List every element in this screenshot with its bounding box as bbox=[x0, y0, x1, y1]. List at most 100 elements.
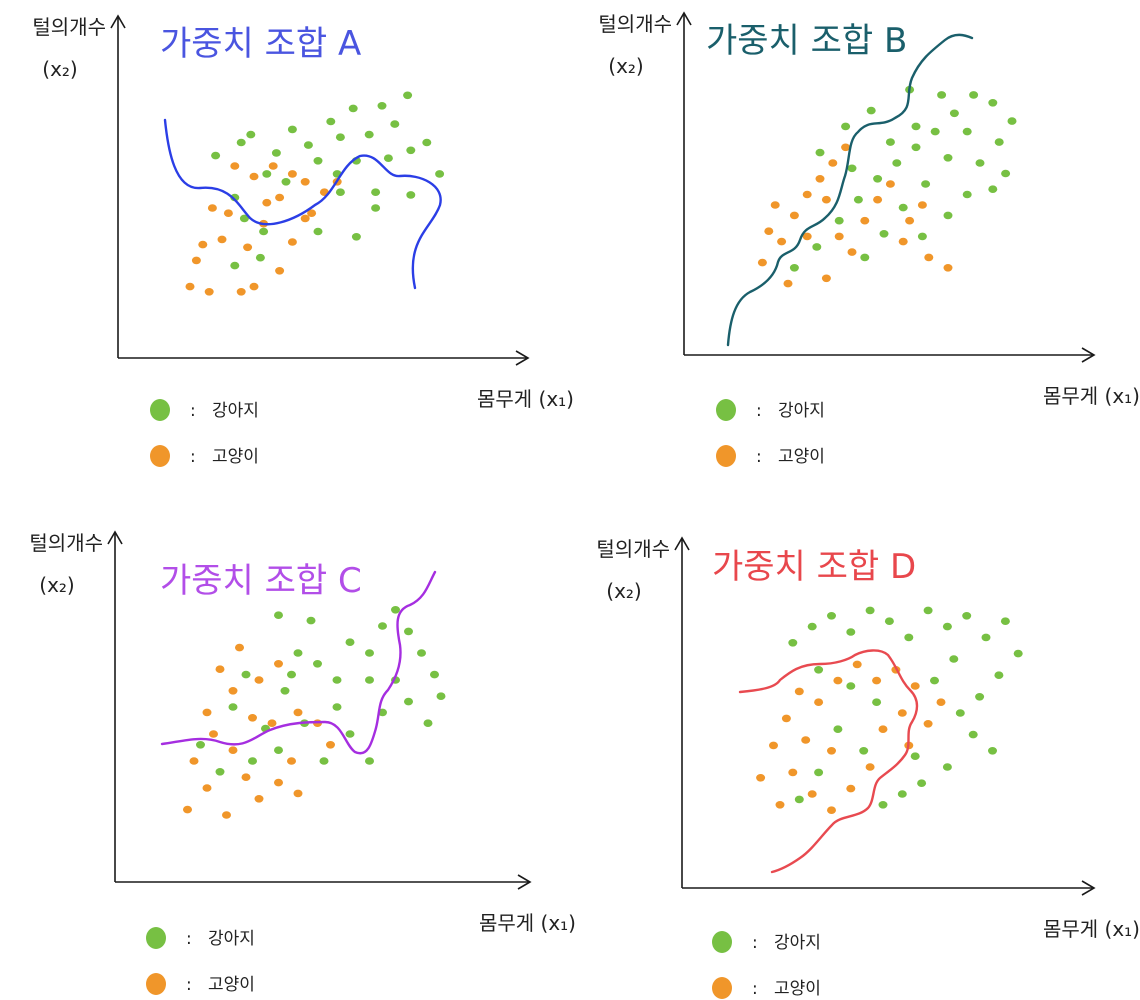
cat-point bbox=[235, 643, 244, 652]
cat-point bbox=[827, 747, 836, 755]
dog-point bbox=[878, 801, 888, 809]
dog-point bbox=[833, 725, 843, 733]
dog-point bbox=[807, 622, 817, 631]
dog-point bbox=[371, 188, 381, 196]
cat-point bbox=[236, 288, 246, 296]
legend-dog-label: 강아지 bbox=[212, 401, 259, 421]
dog-point bbox=[293, 649, 303, 657]
dog-point bbox=[404, 697, 413, 706]
decision-boundary bbox=[163, 118, 442, 290]
dog-point bbox=[406, 191, 416, 199]
cat-point bbox=[198, 240, 208, 249]
legend-dog-swatch bbox=[712, 931, 732, 953]
legend-dog-label: 강아지 bbox=[774, 933, 821, 953]
cat-point bbox=[873, 195, 883, 204]
cat-point bbox=[878, 725, 888, 733]
dog-point bbox=[423, 719, 433, 727]
dog-point bbox=[789, 264, 799, 272]
cat-point bbox=[821, 274, 831, 283]
legend-cat-swatch bbox=[146, 973, 166, 995]
cat-point bbox=[189, 757, 199, 765]
dog-point bbox=[313, 157, 323, 165]
cat-point bbox=[789, 211, 799, 220]
cat-point bbox=[287, 238, 297, 246]
dog-point bbox=[930, 676, 939, 685]
legend-separator: : bbox=[756, 447, 762, 467]
cat-point bbox=[815, 175, 825, 183]
dog-point bbox=[917, 779, 927, 787]
cat-point bbox=[775, 801, 785, 809]
dog-point bbox=[968, 730, 978, 739]
cat-point bbox=[209, 730, 218, 738]
cat-point bbox=[897, 709, 907, 717]
dog-point bbox=[391, 606, 400, 614]
dog-point bbox=[812, 243, 822, 251]
legend-dog-label: 강아지 bbox=[208, 929, 255, 949]
dog-point bbox=[921, 180, 931, 188]
y-axis-symbol: (x₂) bbox=[608, 54, 643, 78]
cat-point bbox=[770, 201, 780, 209]
dog-point bbox=[390, 120, 400, 128]
cat-point bbox=[802, 232, 812, 241]
x-axis-label: 몸무게 (x₁) bbox=[1043, 384, 1140, 408]
dog-point bbox=[306, 616, 316, 625]
cat-point bbox=[222, 811, 231, 819]
cat-point bbox=[828, 159, 838, 167]
decision-boundary bbox=[726, 33, 974, 347]
dog-point bbox=[865, 606, 875, 615]
dog-point bbox=[815, 148, 825, 157]
panel-title: 가중치 조합 D bbox=[712, 547, 916, 587]
cat-point bbox=[764, 227, 774, 235]
dog-point bbox=[345, 638, 355, 646]
dog-point bbox=[846, 682, 856, 690]
cat-point bbox=[781, 714, 791, 723]
cat-point bbox=[923, 720, 933, 728]
dog-point bbox=[942, 622, 952, 631]
dog-point bbox=[962, 612, 972, 620]
dog-point bbox=[841, 122, 851, 131]
dog-point bbox=[335, 188, 345, 196]
x-axis-arrow bbox=[515, 350, 530, 366]
dog-point bbox=[859, 747, 869, 755]
cat-point bbox=[756, 774, 766, 782]
dog-point bbox=[365, 757, 374, 765]
dog-point bbox=[884, 617, 894, 625]
dog-point bbox=[274, 746, 283, 754]
cat-point bbox=[228, 687, 238, 695]
panel-title: 가중치 조합 B bbox=[706, 21, 907, 61]
cat-point bbox=[293, 789, 303, 798]
cat-point bbox=[847, 248, 857, 256]
x-axis-label: 몸무게 (x₁) bbox=[479, 911, 576, 935]
axes-panel-4: 털의개수 (x₂) 몸무게 (x₁) bbox=[596, 536, 1140, 941]
x-axis-label: 몸무게 (x₁) bbox=[477, 387, 574, 411]
dog-point bbox=[255, 253, 265, 262]
cat-point bbox=[307, 209, 317, 217]
dog-point bbox=[911, 143, 921, 152]
y-axis-symbol: (x₂) bbox=[606, 579, 641, 603]
decision-boundary bbox=[738, 649, 919, 874]
y-axis-label: 털의개수 bbox=[596, 537, 670, 561]
cat-point bbox=[275, 193, 285, 202]
dog-point bbox=[248, 757, 257, 765]
cat-point bbox=[814, 698, 824, 706]
cat-point bbox=[852, 660, 862, 669]
cat-point bbox=[794, 687, 804, 696]
dog-point bbox=[942, 763, 952, 771]
dog-point bbox=[955, 709, 965, 717]
legend-cat-label: 고양이 bbox=[774, 979, 821, 999]
series-dog bbox=[196, 606, 446, 776]
x-axis-arrow bbox=[1081, 880, 1096, 896]
dog-point bbox=[281, 178, 291, 186]
dog-point bbox=[923, 606, 933, 615]
dog-point bbox=[406, 146, 416, 155]
dog-point bbox=[259, 227, 269, 236]
dog-point bbox=[303, 141, 313, 149]
dog-point bbox=[378, 622, 387, 630]
legend-cat-label: 고양이 bbox=[778, 447, 825, 467]
dog-point bbox=[794, 795, 804, 804]
dog-point bbox=[975, 159, 985, 167]
cat-point bbox=[274, 660, 283, 668]
dog-point bbox=[332, 703, 342, 711]
dog-point bbox=[332, 676, 342, 684]
dog-point bbox=[364, 130, 374, 139]
